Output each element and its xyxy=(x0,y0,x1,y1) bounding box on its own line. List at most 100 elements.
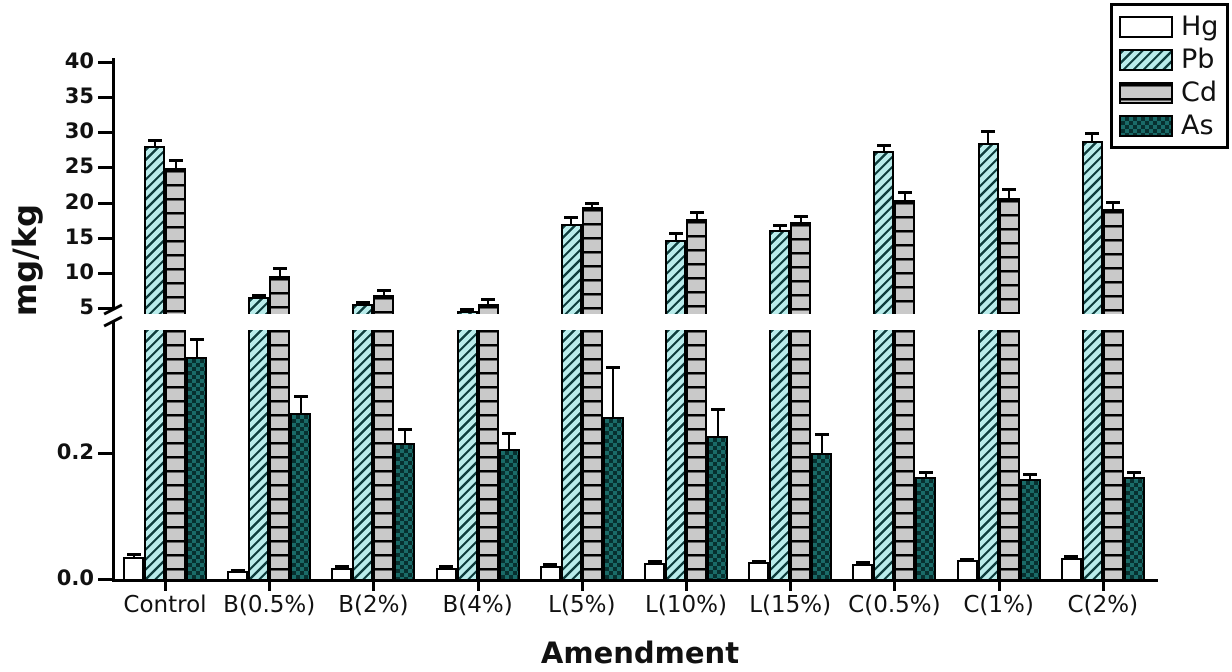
legend-item-cd: Cd xyxy=(1119,79,1220,106)
error-bar-cd-7 xyxy=(903,192,906,200)
y-tick-label-lower: 0.2 xyxy=(56,439,94,464)
y-tick-label-upper: 20 xyxy=(64,189,94,214)
legend-item-hg: Hg xyxy=(1119,13,1220,40)
error-cap-cd-5 xyxy=(689,210,704,214)
bar-cd-6-upper xyxy=(790,221,812,314)
bar-hg-1 xyxy=(227,571,249,581)
category-label: Control xyxy=(123,592,207,618)
error-cap-pb-7 xyxy=(876,144,891,148)
error-cap-as-3 xyxy=(502,432,517,435)
x-tick xyxy=(893,582,897,591)
bar-hg-5 xyxy=(644,562,665,581)
bar-as-5 xyxy=(707,436,728,581)
error-bar-cd-8 xyxy=(1008,189,1011,198)
bar-cd-4-upper xyxy=(581,207,603,314)
error-bar-cd-4 xyxy=(591,202,594,208)
error-cap-hg-4 xyxy=(543,563,558,567)
category-label: C(2%) xyxy=(1067,592,1139,618)
y-tick-label-upper: 40 xyxy=(64,48,94,73)
error-bar-as-5 xyxy=(716,408,719,437)
error-cap-pb-8 xyxy=(981,129,996,133)
error-bar-pb-5 xyxy=(674,232,677,240)
y-tick-label-upper: 10 xyxy=(64,259,94,284)
bar-pb-2-lower xyxy=(352,330,374,581)
bar-pb-8-lower xyxy=(977,330,999,581)
bar-cd-2-upper xyxy=(373,294,395,314)
error-cap-hg-5 xyxy=(647,560,662,564)
error-cap-hg-9 xyxy=(1064,555,1079,559)
bar-pb-1-upper xyxy=(248,296,270,314)
error-cap-cd-6 xyxy=(793,214,808,218)
bar-pb-9-upper xyxy=(1081,140,1103,314)
bar-as-6 xyxy=(811,452,833,581)
error-bar-cd-6 xyxy=(799,215,802,222)
legend: Hg Pb Cd As xyxy=(1110,3,1229,149)
error-cap-cd-8 xyxy=(1002,188,1017,192)
bar-pb-7-upper xyxy=(873,151,895,314)
bar-hg-8 xyxy=(956,560,978,581)
bar-hg-6 xyxy=(748,561,770,581)
bar-cd-5-lower xyxy=(686,330,707,581)
bar-pb-5-lower xyxy=(665,330,686,581)
bar-cd-4-lower xyxy=(581,330,603,581)
y-tick-upper xyxy=(98,236,112,240)
x-tick xyxy=(372,582,376,591)
bar-pb-7-lower xyxy=(873,330,895,581)
error-bar-pb-7 xyxy=(882,145,885,152)
error-bar-pb-0 xyxy=(153,139,156,146)
x-tick xyxy=(997,582,1001,591)
bar-pb-8-upper xyxy=(977,142,999,314)
error-cap-pb-4 xyxy=(564,216,579,220)
category-label: L(5%) xyxy=(548,592,616,618)
bar-cd-0-lower xyxy=(165,330,186,581)
error-bar-as-6 xyxy=(820,433,823,453)
y-tick-upper xyxy=(98,96,112,100)
bar-cd-3-lower xyxy=(477,330,499,581)
bar-cd-1-lower xyxy=(269,330,291,581)
bar-as-0 xyxy=(186,356,207,581)
error-cap-pb-3 xyxy=(460,308,475,312)
y-tick-label-upper: 5 xyxy=(79,295,94,319)
x-tick xyxy=(580,582,584,591)
y-tick-upper xyxy=(98,131,112,135)
y-tick-label-upper: 25 xyxy=(64,154,94,179)
error-bar-pb-8 xyxy=(987,130,990,143)
bar-pb-2-upper xyxy=(352,304,374,314)
bar-as-7 xyxy=(915,477,937,581)
error-cap-as-7 xyxy=(918,471,933,475)
error-cap-cd-9 xyxy=(1106,200,1121,204)
bar-pb-9-lower xyxy=(1081,330,1103,581)
y-axis-title: mg/kg xyxy=(6,203,44,317)
x-tick xyxy=(685,582,688,591)
bar-hg-7 xyxy=(852,564,874,581)
y-tick-upper xyxy=(98,307,112,310)
y-tick-upper xyxy=(98,201,112,205)
y-tick-label-upper: 30 xyxy=(64,119,94,144)
bar-cd-3-upper xyxy=(477,303,499,314)
bar-cd-8-lower xyxy=(998,330,1020,581)
bar-cd-7-lower xyxy=(894,330,916,581)
bar-pb-5-upper xyxy=(665,239,686,314)
y-tick-label-upper: 35 xyxy=(64,84,94,109)
bar-as-2 xyxy=(394,443,416,581)
bar-cd-9-lower xyxy=(1102,330,1124,581)
error-bar-as-0 xyxy=(195,339,198,357)
x-tick xyxy=(789,582,793,591)
bar-as-8 xyxy=(1019,479,1041,581)
bar-pb-3-upper xyxy=(456,310,478,314)
y-tick-lower xyxy=(98,578,112,581)
category-label: C(0.5%) xyxy=(848,592,941,618)
bar-cd-5-upper xyxy=(686,218,707,314)
bar-cd-0-upper xyxy=(165,168,186,314)
bar-pb-4-lower xyxy=(560,330,582,581)
error-bar-cd-1 xyxy=(278,267,281,277)
legend-swatch-cd xyxy=(1119,81,1173,104)
legend-item-as: As xyxy=(1119,112,1220,139)
error-cap-as-2 xyxy=(397,428,412,432)
x-tick xyxy=(1101,582,1105,591)
error-cap-as-8 xyxy=(1023,473,1038,477)
error-cap-pb-6 xyxy=(772,224,787,228)
error-bar-as-4 xyxy=(612,366,615,417)
